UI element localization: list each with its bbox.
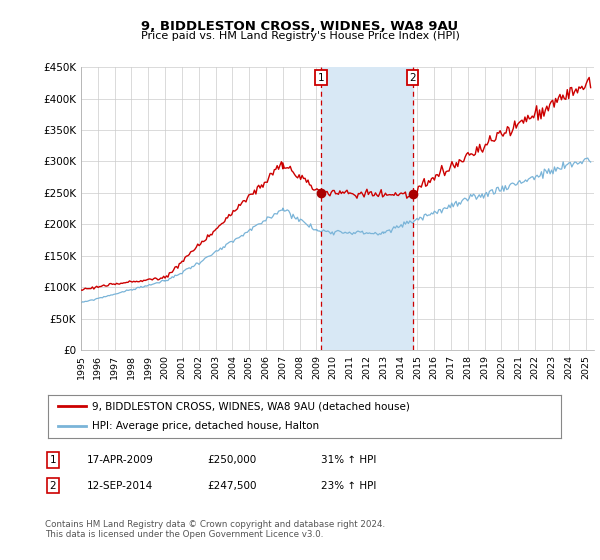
- Text: 2: 2: [49, 480, 56, 491]
- Text: 9, BIDDLESTON CROSS, WIDNES, WA8 9AU (detached house): 9, BIDDLESTON CROSS, WIDNES, WA8 9AU (de…: [92, 402, 409, 412]
- Text: Contains HM Land Registry data © Crown copyright and database right 2024.
This d: Contains HM Land Registry data © Crown c…: [45, 520, 385, 539]
- Text: £250,000: £250,000: [207, 455, 256, 465]
- Text: 1: 1: [318, 73, 325, 83]
- Text: 17-APR-2009: 17-APR-2009: [87, 455, 154, 465]
- Text: HPI: Average price, detached house, Halton: HPI: Average price, detached house, Halt…: [92, 421, 319, 431]
- Text: 12-SEP-2014: 12-SEP-2014: [87, 480, 153, 491]
- Bar: [322, 67, 413, 350]
- Text: 9, BIDDLESTON CROSS, WIDNES, WA8 9AU: 9, BIDDLESTON CROSS, WIDNES, WA8 9AU: [142, 20, 458, 32]
- Text: Price paid vs. HM Land Registry's House Price Index (HPI): Price paid vs. HM Land Registry's House …: [140, 31, 460, 41]
- Text: 2: 2: [409, 73, 416, 83]
- Text: 31% ↑ HPI: 31% ↑ HPI: [321, 455, 376, 465]
- Text: 23% ↑ HPI: 23% ↑ HPI: [321, 480, 376, 491]
- Text: 1: 1: [49, 455, 56, 465]
- Text: £247,500: £247,500: [207, 480, 257, 491]
